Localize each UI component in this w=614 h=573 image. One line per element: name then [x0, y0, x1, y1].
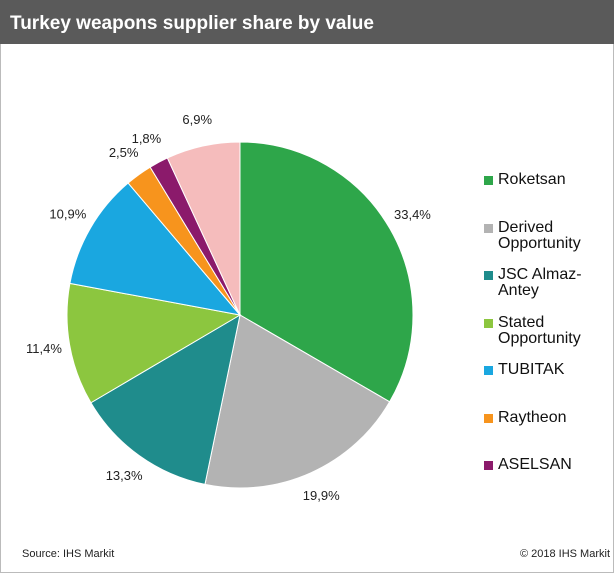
legend-swatch — [484, 223, 493, 233]
title-bar — [0, 0, 614, 44]
data-label: 11,4% — [26, 341, 62, 356]
legend-label: Derived Opportunity — [498, 218, 581, 252]
legend-item: Stated Opportunity — [484, 313, 612, 347]
data-label: 6,9% — [182, 112, 212, 127]
legend-item: JSC Almaz-Antey — [484, 267, 612, 299]
pie-slice — [69, 182, 242, 316]
data-label: 19,9% — [303, 488, 340, 503]
pie-slice — [90, 313, 241, 486]
data-label: 13,3% — [106, 468, 143, 483]
chart-title: Turkey weapons supplier share by value — [10, 13, 374, 34]
legend-item: Raytheon — [484, 408, 612, 426]
data-label: 2,5% — [109, 145, 139, 160]
pie-slice — [66, 282, 242, 404]
pie-slice — [166, 141, 241, 316]
legend-swatch — [484, 176, 493, 185]
data-label: 10,9% — [49, 207, 86, 222]
legend-item: TUBITAK — [484, 362, 612, 378]
legend-label: TUBITAK — [498, 361, 565, 378]
legend-label: Roketsan — [498, 171, 566, 188]
pie-slice — [239, 141, 414, 403]
legend-item: ASELSAN — [484, 457, 612, 473]
legend-item: Roketsan — [484, 172, 612, 188]
data-label: 1,8% — [132, 131, 162, 146]
legend-label: Raytheon — [498, 408, 567, 426]
legend-swatch — [484, 366, 493, 375]
legend-item: Derived Opportunity — [484, 218, 612, 252]
legend-label: JSC Almaz-Antey — [498, 266, 582, 299]
legend-label: ASELSAN — [498, 456, 572, 473]
data-label: 33,4% — [394, 207, 431, 222]
pie-slice — [204, 314, 391, 489]
legend-swatch — [484, 413, 493, 423]
legend-swatch — [484, 318, 493, 328]
source: Source: IHS Markit — [22, 548, 114, 560]
legend-swatch — [484, 271, 493, 280]
copyright: © 2018 IHS Markit — [520, 548, 610, 560]
legend-swatch — [484, 461, 493, 470]
legend-label: Stated Opportunity — [498, 313, 581, 347]
